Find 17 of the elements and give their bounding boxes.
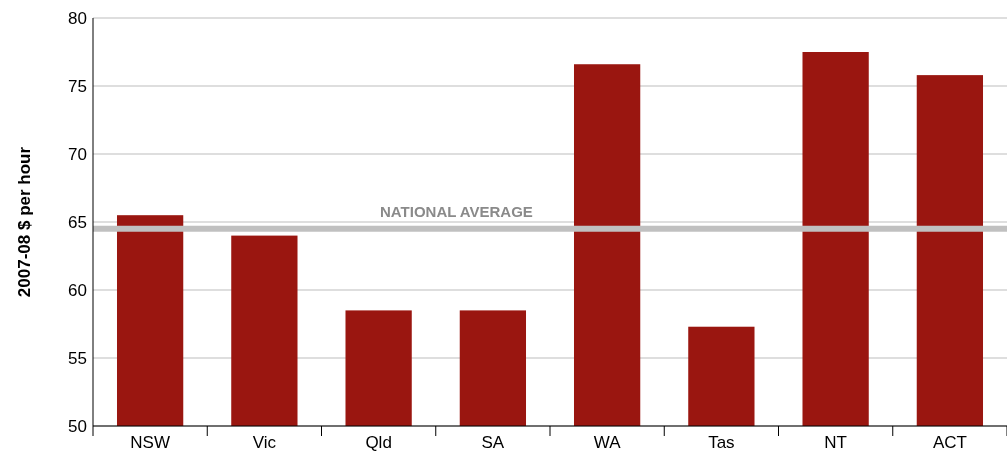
y-tick-label: 80: [68, 8, 87, 28]
ref-line-label: NATIONAL AVERAGE: [380, 202, 533, 220]
x-tick-label: NSW: [130, 433, 170, 452]
x-tick-label: Qld: [365, 433, 392, 452]
x-tick-label: WA: [593, 433, 622, 452]
y-tick-label: 70: [68, 144, 87, 164]
y-tick-label: 75: [68, 76, 87, 96]
y-tick-label: 60: [68, 280, 87, 300]
x-tick-label: Vic: [252, 433, 277, 452]
y-tick-label: 55: [68, 348, 87, 368]
y-tick-label: 50: [68, 416, 87, 436]
x-tick-label: NT: [824, 433, 847, 452]
y-tick-label: 65: [68, 212, 87, 232]
x-tick-label: SA: [481, 433, 505, 452]
x-tick-label: Tas: [708, 433, 735, 452]
y-axis-title: 2007-08 $ per hour: [15, 146, 34, 298]
x-tick-label: ACT: [932, 433, 967, 452]
